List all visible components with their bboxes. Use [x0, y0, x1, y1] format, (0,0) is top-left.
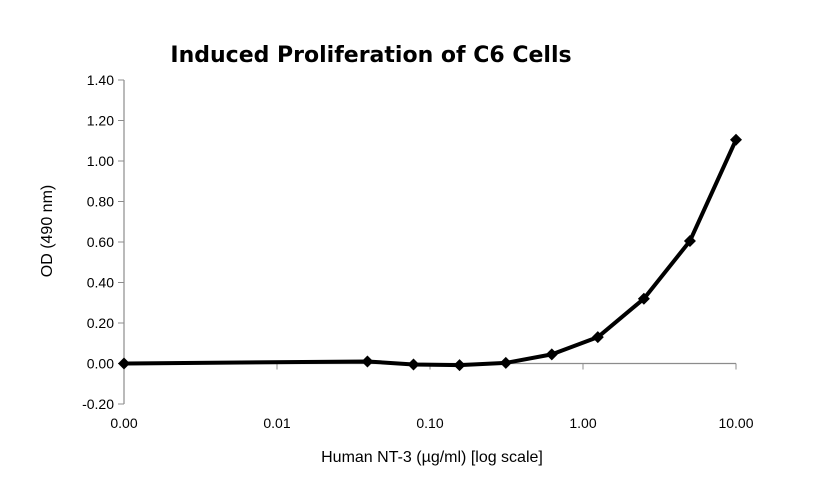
data-point-marker [683, 234, 696, 247]
series [118, 133, 742, 372]
data-point-marker [730, 133, 742, 146]
chart-title: Induced Proliferation of C6 Cells [170, 43, 571, 68]
y-tick-label: 0.60 [87, 234, 114, 250]
x-tick-label: 0.10 [416, 415, 443, 431]
data-point-marker [545, 348, 558, 361]
data-point-marker [637, 292, 650, 305]
y-tick-label: -0.20 [82, 396, 114, 412]
x-tick-label: 10.00 [718, 415, 753, 431]
y-tick-label: 1.00 [87, 153, 114, 169]
y-tick-label: 1.20 [87, 113, 114, 129]
axes [123, 80, 736, 404]
ticks: -0.20 0.00 0.20 0.40 0.60 0.80 1.00 1.20 1.40 0.0… [82, 72, 754, 431]
data-point-marker [118, 357, 130, 370]
data-point-marker [591, 331, 604, 344]
data-point-marker [499, 356, 512, 369]
data-point-marker [407, 358, 420, 371]
y-tick-label: 0.80 [87, 194, 114, 210]
series-line [122, 137, 738, 368]
data-point-marker [361, 355, 374, 368]
x-tick-label: 1.00 [569, 415, 596, 431]
x-tick-label: 0.00 [110, 415, 137, 431]
y-axis-label: OD (490 nm) [39, 185, 56, 277]
x-tick-label: 0.01 [263, 415, 290, 431]
y-tick-label: 0.20 [87, 315, 114, 331]
y-tick-label: 0.40 [87, 275, 114, 291]
y-tick-label: 1.40 [87, 72, 114, 88]
data-point-marker [453, 359, 466, 372]
x-axis-label: Human NT-3 (µg/ml) [log scale] [321, 449, 543, 466]
y-tick-label: 0.00 [87, 356, 114, 372]
